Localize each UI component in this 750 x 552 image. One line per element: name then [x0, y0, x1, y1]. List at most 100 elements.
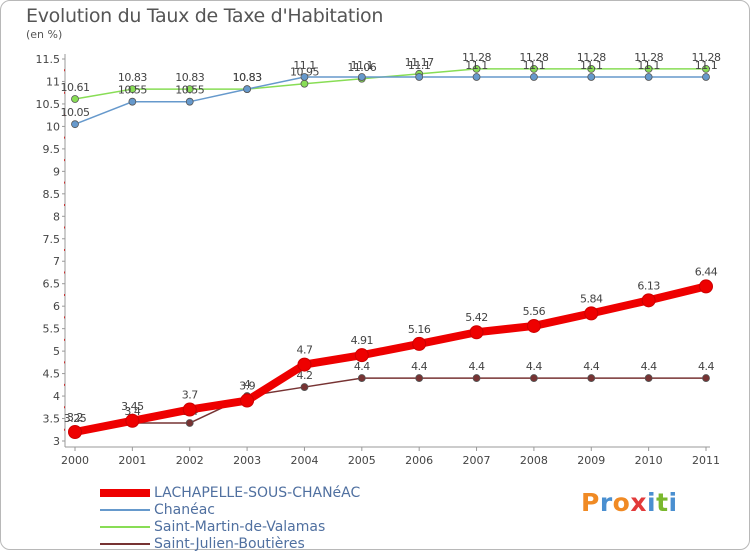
data-point — [584, 306, 599, 321]
data-label: 11.28 — [634, 51, 663, 64]
data-point — [125, 413, 140, 428]
x-tick-label: 2001 — [118, 454, 146, 467]
series-line — [71, 282, 710, 437]
data-point — [469, 325, 484, 340]
data-point — [300, 383, 309, 391]
data-label: 11.1 — [351, 59, 374, 72]
data-label: 3.7 — [182, 389, 198, 402]
data-point — [641, 293, 656, 308]
y-tick-label: 4 — [53, 390, 60, 403]
data-point — [71, 120, 79, 129]
data-label: 11.1 — [465, 59, 488, 72]
data-point — [68, 425, 82, 440]
data-label: 4.4 — [354, 360, 370, 373]
data-point — [412, 336, 427, 351]
data-point — [530, 64, 538, 73]
data-label: 10.95 — [290, 66, 319, 79]
logo-letter: P — [581, 488, 600, 517]
x-tick-label: 2000 — [61, 454, 89, 467]
x-tick-label: 2002 — [176, 454, 204, 467]
y-tick-label: 6 — [53, 300, 60, 313]
legend-label: Saint-Martin-de-Valamas — [154, 519, 326, 535]
y-tick-label: 11.5 — [36, 53, 61, 66]
logo-letter: i — [668, 488, 678, 517]
series-2: 10.61 10.83 10.83 10.83 10.95 11.06 11.17 11.28… — [61, 51, 721, 103]
data-label: 4.2 — [296, 369, 312, 382]
logo-letter: x — [630, 488, 647, 517]
y-tick-label: 7 — [53, 255, 60, 268]
data-label: 10.83 — [118, 71, 147, 84]
data-point — [185, 85, 194, 94]
data-point — [644, 64, 653, 73]
data-label: 11.1 — [408, 59, 431, 72]
data-point — [587, 73, 596, 81]
y-tick-label: 7.5 — [43, 233, 61, 246]
data-point — [71, 95, 79, 103]
data-label: 11.1 — [523, 59, 546, 72]
data-point — [243, 85, 251, 94]
series-0: 3.2 3.45 3.7 3.9 4.7 4.91 5.16 5.42 5.56 5.84 6.13… — [67, 265, 718, 440]
data-label: 10.05 — [61, 106, 90, 119]
data-label: 3.25 — [64, 412, 87, 425]
legend-swatch — [100, 489, 150, 497]
data-point — [357, 73, 366, 81]
data-label: 11.06 — [347, 61, 376, 74]
data-label: 6.44 — [695, 265, 718, 278]
data-point — [415, 73, 424, 81]
data-point — [587, 64, 596, 73]
data-point — [357, 374, 366, 382]
data-label: 11.1 — [293, 59, 316, 72]
series-3: 3.253.43.444.24.44.44.44.44.44.44.4 — [64, 360, 715, 434]
data-label: 4.4 — [698, 360, 714, 373]
data-point — [702, 374, 710, 382]
data-label: 10.55 — [118, 84, 147, 97]
y-tick-label: 9 — [53, 165, 60, 178]
x-tick-label: 2006 — [405, 454, 433, 467]
y-tick-label: 10 — [46, 120, 60, 133]
y-tick-label: 5.5 — [43, 323, 61, 336]
data-point — [699, 279, 713, 294]
data-label: 4.4 — [526, 360, 542, 373]
y-tick-label: 6.5 — [43, 278, 61, 291]
data-label: 10.55 — [175, 84, 204, 97]
data-label: 10.83 — [233, 71, 262, 84]
proxiti-logo: Proxiti — [581, 488, 678, 517]
data-label: 11.28 — [692, 51, 721, 64]
data-label: 11.1 — [580, 59, 603, 72]
data-label: 5.42 — [465, 311, 488, 324]
data-label: 10.83 — [175, 71, 204, 84]
data-label: 6.13 — [637, 279, 660, 292]
data-label: 4 — [244, 378, 251, 391]
x-tick-label: 2005 — [348, 454, 376, 467]
data-label: 5.56 — [523, 305, 546, 318]
data-label: 4.91 — [351, 334, 374, 347]
data-point — [415, 374, 424, 382]
y-tick-label: 9.5 — [43, 143, 61, 156]
y-tick-label: 8.5 — [43, 188, 61, 201]
data-point — [300, 73, 309, 81]
data-label: 4.7 — [296, 344, 312, 357]
data-point — [185, 97, 194, 106]
data-label: 4.4 — [469, 360, 485, 373]
legend-swatch — [100, 543, 150, 545]
data-point — [702, 73, 710, 81]
data-label: 11.1 — [695, 59, 718, 72]
data-label: 4.4 — [641, 360, 657, 373]
data-label: 11.28 — [462, 51, 491, 64]
legend-label: LACHAPELLE-SOUS-CHANéAC — [154, 485, 361, 501]
data-label: 3.4 — [124, 405, 140, 418]
data-point — [182, 402, 197, 417]
logo-letter: t — [656, 488, 669, 517]
data-point — [300, 79, 309, 88]
x-tick-label: 2010 — [635, 454, 663, 467]
legend-item: Saint-Julien-Boutières — [100, 536, 430, 552]
x-tick-label: 2003 — [233, 454, 261, 467]
data-point — [128, 85, 137, 94]
y-tick-label: 8 — [53, 210, 60, 223]
logo-letter: r — [599, 488, 613, 517]
y-tick-label: 10.5 — [36, 98, 61, 111]
data-label: 5.84 — [580, 292, 603, 305]
line-chart: 33.544.555.566.577.588.599.51010.51111.5… — [36, 51, 722, 467]
